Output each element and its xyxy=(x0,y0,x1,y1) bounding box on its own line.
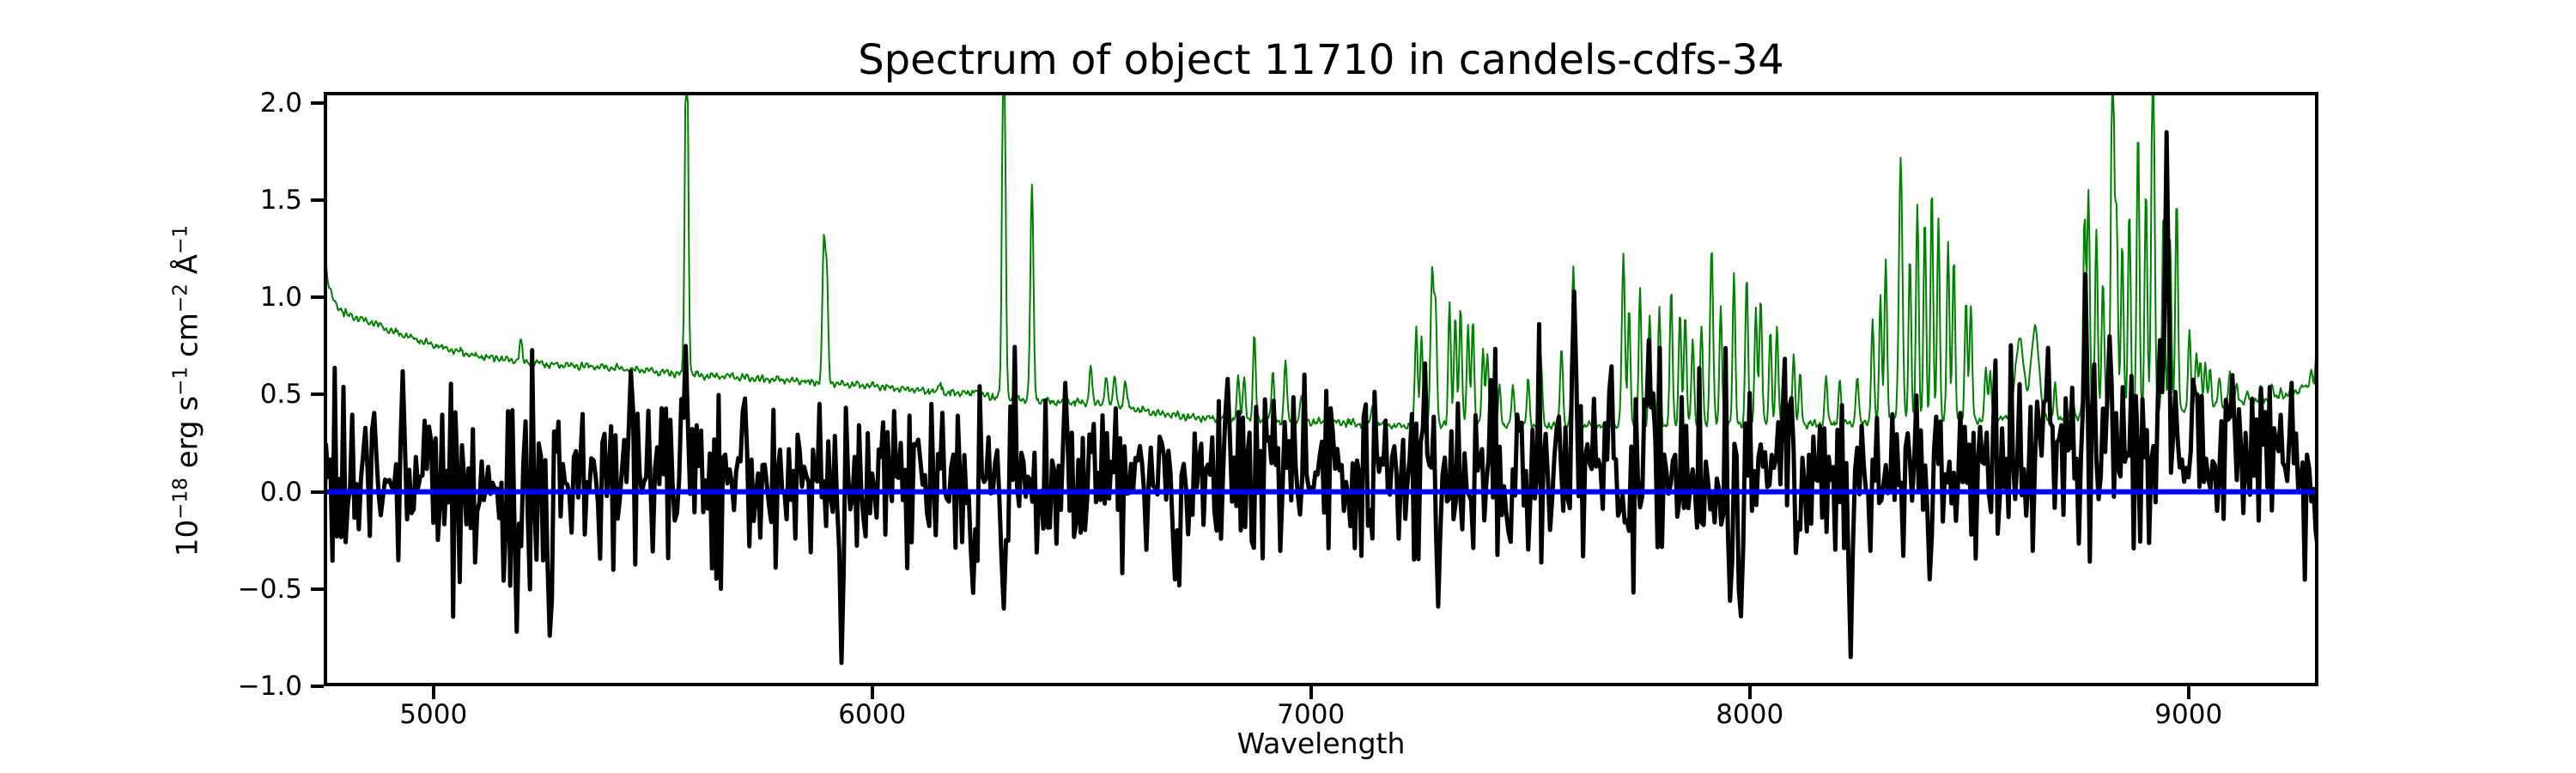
x-tick-mark xyxy=(2186,686,2190,699)
y-tick-label: −1.0 xyxy=(237,671,302,702)
x-axis-label: Wavelength xyxy=(1236,727,1406,760)
spectrum-chart xyxy=(324,92,2318,686)
y-tick-label: −0.5 xyxy=(237,573,302,605)
y-tick-mark xyxy=(311,198,324,203)
y-tick-mark xyxy=(311,295,324,300)
y-tick-mark xyxy=(311,587,324,591)
flux-spectrum-line xyxy=(324,130,2318,666)
y-tick-label: 1.5 xyxy=(259,185,302,216)
y-tick-mark xyxy=(311,490,324,494)
ylabel-text: 10 xyxy=(170,519,205,557)
x-tick-mark xyxy=(1309,686,1313,699)
y-tick-mark xyxy=(311,685,324,688)
ylabel-text: Å xyxy=(170,253,205,284)
y-tick-mark xyxy=(311,100,324,105)
x-tick-label: 9000 xyxy=(2154,699,2223,730)
axes-spines xyxy=(324,92,2318,686)
ylabel-text: cm xyxy=(170,313,205,367)
x-tick-label: 5000 xyxy=(399,699,468,730)
x-tick-label: 8000 xyxy=(1716,699,1784,730)
x-tick-mark xyxy=(431,686,435,699)
ylabel-superscript: −1 xyxy=(169,224,192,254)
x-tick-mark xyxy=(1747,686,1752,699)
plot-title: Spectrum of object 11710 in candels-cdfs… xyxy=(858,36,1784,84)
y-tick-label: 2.0 xyxy=(259,87,302,119)
y-tick-label: 1.0 xyxy=(259,282,302,313)
noise-spectrum-line xyxy=(324,93,2318,430)
y-tick-mark xyxy=(311,393,324,397)
plot-area xyxy=(324,92,2318,686)
x-tick-mark xyxy=(870,686,874,699)
y-tick-label: 0.0 xyxy=(259,476,302,508)
x-tick-label: 6000 xyxy=(838,699,907,730)
y-tick-label: 0.5 xyxy=(259,379,302,411)
x-tick-label: 7000 xyxy=(1277,699,1346,730)
